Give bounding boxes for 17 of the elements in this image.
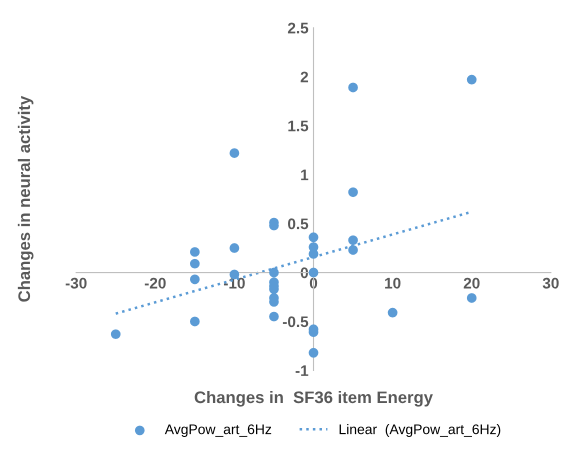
y-tick-label: 0.5	[288, 218, 308, 230]
x-tick-label: 30	[542, 278, 559, 289]
y-tick-label: 2	[300, 72, 308, 82]
y-tick-label: -0.5	[282, 316, 308, 328]
y-tick-label: 1	[301, 170, 308, 180]
y-axis-title: Changes in neural activity	[18, 96, 34, 302]
x-tick-label: -30	[66, 278, 87, 289]
legend-label: Linear (AvgPow_art_6Hz)	[340, 424, 500, 437]
x-tick-label: 20	[464, 278, 480, 289]
y-tick-label: -1	[296, 365, 308, 376]
x-tick-label: 10	[385, 278, 400, 289]
x-tick-label: -10	[224, 278, 245, 289]
x-tick-label: -20	[144, 278, 166, 289]
legend-label: AvgPow_art_6Hz	[164, 424, 272, 437]
x-axis-title: Changes in SF36 item Energy	[194, 390, 433, 407]
y-tick-label: 1.5	[288, 120, 308, 132]
y-tick-label: 2.5	[288, 22, 308, 34]
